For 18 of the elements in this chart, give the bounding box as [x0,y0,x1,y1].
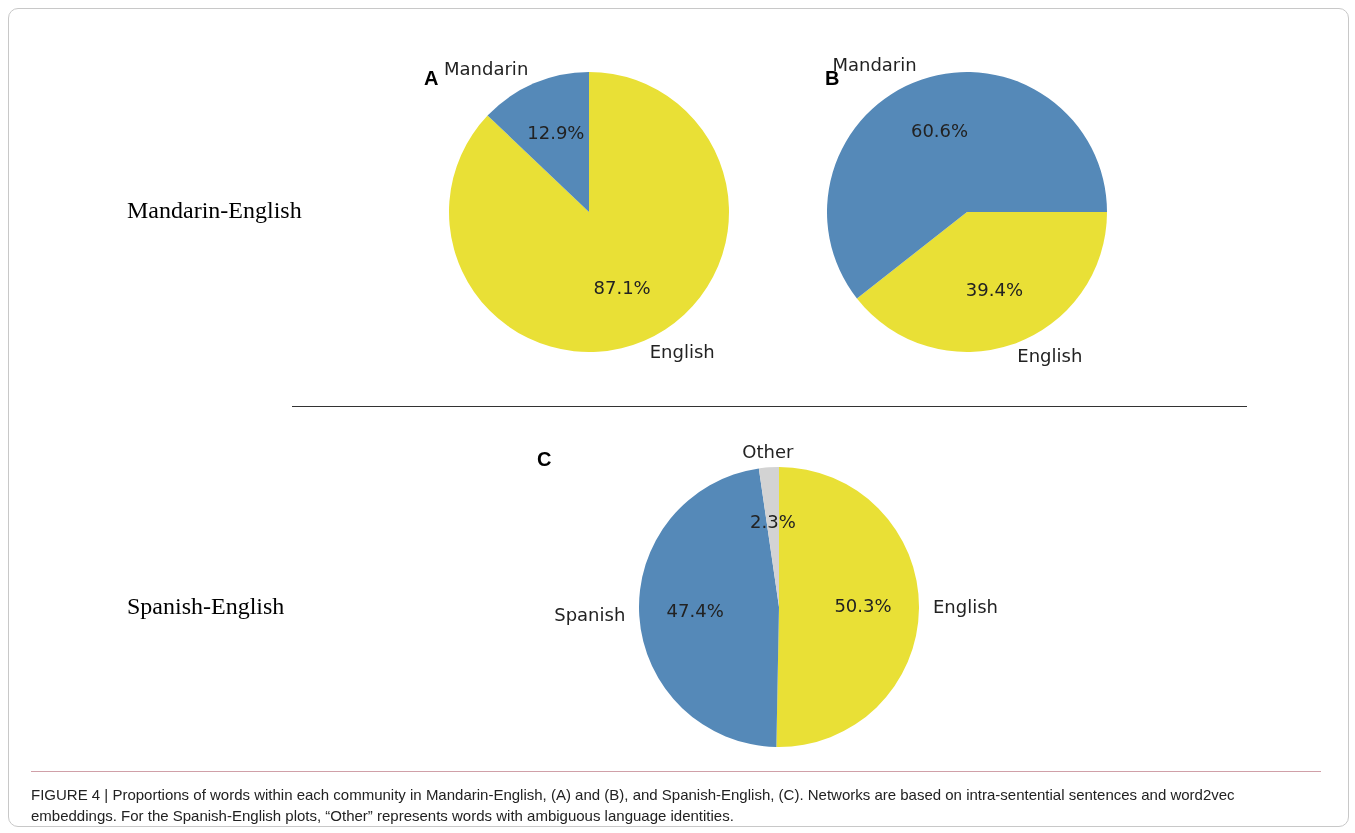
data-label: 2.3% [750,510,796,532]
slice-label: Mandarin [444,58,529,80]
slice-label: English [1017,345,1083,367]
text: Spanish-English [127,593,285,620]
caption: FIGURE 4 | Proportions of words within each community in Mandarin-English, (A) and (B), and Spanish-English, (C). Networks are based on intra-sentential sentences and word2vec embeddings. For the Spanish-English plots, “Other” represents words with ambiguous language identities. [31,771,1321,826]
data-label: 12.9% [527,122,585,144]
slice-label: English [649,341,715,363]
data-label: 39.4% [965,279,1024,301]
slice-label: Other [742,441,795,463]
data-label: 87.1% [593,276,651,298]
data-label: 47.4% [666,599,724,621]
data-label: 60.6% [910,120,969,142]
slice-label: Spanish [554,604,626,626]
text: Mandarin-English [127,197,302,224]
data-label: 50.3% [834,595,892,617]
slice-label: English [932,596,998,618]
chart-title: C [537,448,552,471]
chart-title: A [424,67,439,90]
